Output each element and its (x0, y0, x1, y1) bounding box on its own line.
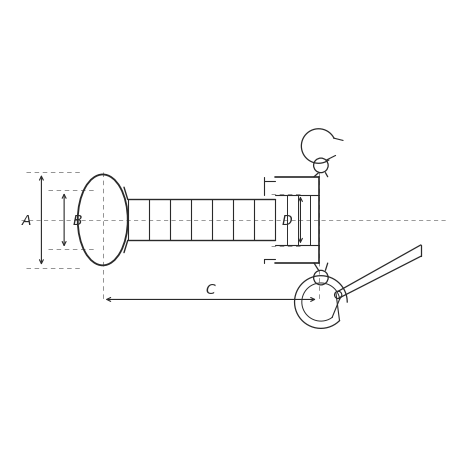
Text: B: B (73, 213, 82, 227)
Text: D: D (281, 213, 291, 227)
Text: C: C (205, 283, 215, 297)
Text: A: A (22, 213, 32, 227)
